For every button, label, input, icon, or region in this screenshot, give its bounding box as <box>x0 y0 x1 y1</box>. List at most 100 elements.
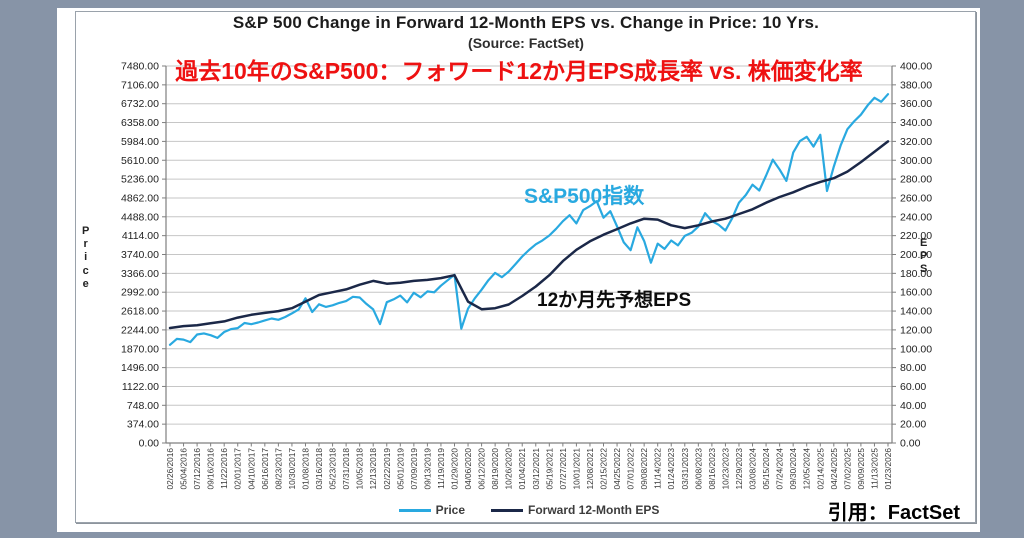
svg-text:120.00: 120.00 <box>900 324 932 336</box>
svg-text:2244.00: 2244.00 <box>121 324 159 336</box>
svg-text:4488.00: 4488.00 <box>121 211 159 223</box>
svg-text:260.00: 260.00 <box>900 192 932 204</box>
svg-text:01/29/2020: 01/29/2020 <box>449 448 459 490</box>
svg-text:220.00: 220.00 <box>900 230 932 242</box>
svg-text:04/24/2025: 04/24/2025 <box>829 448 839 490</box>
svg-text:300.00: 300.00 <box>900 155 932 167</box>
eps-line-swatch <box>491 508 523 512</box>
svg-text:320.00: 320.00 <box>900 136 932 148</box>
price-line-swatch <box>398 508 431 512</box>
svg-text:3740.00: 3740.00 <box>121 249 159 261</box>
svg-text:60.00: 60.00 <box>900 381 926 393</box>
svg-text:02/14/2025: 02/14/2025 <box>815 448 825 490</box>
svg-text:08/19/2020: 08/19/2020 <box>490 448 500 490</box>
svg-text:07/27/2021: 07/27/2021 <box>558 448 568 490</box>
svg-text:09/08/2022: 09/08/2022 <box>639 448 649 490</box>
svg-text:08/23/2017: 08/23/2017 <box>273 448 283 490</box>
svg-text:180.00: 180.00 <box>900 268 932 280</box>
legend-label-forward-eps: Forward 12-Month EPS <box>528 503 660 517</box>
svg-text:07/31/2018: 07/31/2018 <box>341 448 351 490</box>
svg-text:03/08/2024: 03/08/2024 <box>748 448 758 490</box>
svg-text:100.00: 100.00 <box>900 343 932 355</box>
svg-text:01/24/2023: 01/24/2023 <box>666 448 676 490</box>
svg-text:1870.00: 1870.00 <box>121 343 159 355</box>
svg-text:0.00: 0.00 <box>900 438 921 450</box>
svg-text:02/26/2016: 02/26/2016 <box>165 448 175 490</box>
japanese-headline: 過去10年のS&P500：フォワード12か月EPS成長率 vs. 株価変化率 <box>175 58 863 84</box>
svg-text:2618.00: 2618.00 <box>121 306 159 318</box>
svg-text:3366.00: 3366.00 <box>121 268 159 280</box>
svg-text:2992.00: 2992.00 <box>121 287 159 299</box>
svg-text:12/13/2018: 12/13/2018 <box>368 448 378 490</box>
svg-text:200.00: 200.00 <box>900 249 932 261</box>
svg-text:09/30/2024: 09/30/2024 <box>788 448 798 490</box>
svg-text:10/30/2017: 10/30/2017 <box>287 448 297 490</box>
svg-text:01/23/2026: 01/23/2026 <box>883 448 893 490</box>
svg-text:4114.00: 4114.00 <box>122 230 159 242</box>
svg-text:5610.00: 5610.00 <box>121 155 159 167</box>
svg-text:1122.00: 1122.00 <box>122 381 159 393</box>
price-series-annotation: S&P500指数 <box>524 185 645 208</box>
svg-text:12/29/2023: 12/29/2023 <box>734 448 744 490</box>
svg-text:05/01/2019: 05/01/2019 <box>395 448 405 490</box>
svg-text:6732.00: 6732.00 <box>121 98 159 110</box>
svg-text:07/12/2016: 07/12/2016 <box>192 448 202 490</box>
svg-text:05/15/2024: 05/15/2024 <box>761 448 771 490</box>
svg-text:01/04/2021: 01/04/2021 <box>517 448 527 490</box>
svg-text:20.00: 20.00 <box>900 419 926 431</box>
svg-text:0.00: 0.00 <box>139 438 160 450</box>
chart-subtitle: (Source: FactSet) <box>468 35 584 51</box>
svg-text:04/06/2020: 04/06/2020 <box>463 448 473 490</box>
svg-text:09/09/2025: 09/09/2025 <box>856 448 866 490</box>
svg-text:4862.00: 4862.00 <box>121 192 159 204</box>
svg-text:11/22/2016: 11/22/2016 <box>219 448 229 489</box>
svg-text:7106.00: 7106.00 <box>121 79 159 91</box>
svg-text:748.00: 748.00 <box>127 400 159 412</box>
svg-text:08/16/2023: 08/16/2023 <box>707 448 717 490</box>
svg-text:400.00: 400.00 <box>900 61 932 73</box>
svg-text:10/05/2018: 10/05/2018 <box>355 448 365 490</box>
svg-text:5236.00: 5236.00 <box>121 174 159 186</box>
svg-text:10/01/2021: 10/01/2021 <box>571 448 581 490</box>
svg-text:04/25/2022: 04/25/2022 <box>612 448 622 490</box>
svg-text:09/13/2019: 09/13/2019 <box>422 448 432 490</box>
svg-text:05/23/2018: 05/23/2018 <box>328 448 338 490</box>
svg-text:10/26/2020: 10/26/2020 <box>504 448 514 490</box>
svg-text:02/15/2022: 02/15/2022 <box>599 448 609 490</box>
svg-text:7480.00: 7480.00 <box>121 61 159 73</box>
svg-text:07/01/2022: 07/01/2022 <box>626 448 636 490</box>
svg-text:07/24/2024: 07/24/2024 <box>775 448 785 490</box>
svg-text:240.00: 240.00 <box>900 211 932 223</box>
eps-series-annotation: 12か月先予想EPS <box>537 290 692 311</box>
legend-label-price: Price <box>435 503 465 517</box>
svg-text:340.00: 340.00 <box>900 117 932 129</box>
svg-text:05/19/2021: 05/19/2021 <box>544 448 554 490</box>
citation-factset: 引用：FactSet <box>827 502 960 524</box>
svg-text:5984.00: 5984.00 <box>121 136 159 148</box>
svg-text:07/09/2019: 07/09/2019 <box>409 448 419 490</box>
svg-text:374.00: 374.00 <box>127 419 159 431</box>
svg-text:280.00: 280.00 <box>900 174 932 186</box>
svg-text:03/31/2023: 03/31/2023 <box>680 448 690 490</box>
svg-text:06/12/2020: 06/12/2020 <box>477 448 487 490</box>
svg-text:140.00: 140.00 <box>900 306 932 318</box>
svg-text:02/01/2017: 02/01/2017 <box>233 448 243 490</box>
svg-text:11/19/2019: 11/19/2019 <box>436 448 446 489</box>
svg-text:07/02/2025: 07/02/2025 <box>842 448 852 490</box>
chart-legend: Price Forward 12-Month EPS <box>166 503 892 517</box>
svg-text:360.00: 360.00 <box>900 98 932 110</box>
svg-text:05/04/2016: 05/04/2016 <box>179 448 189 490</box>
svg-text:40.00: 40.00 <box>900 400 926 412</box>
svg-text:1496.00: 1496.00 <box>121 362 159 374</box>
svg-text:02/22/2019: 02/22/2019 <box>382 448 392 490</box>
svg-text:06/08/2023: 06/08/2023 <box>693 448 703 490</box>
svg-text:160.00: 160.00 <box>900 287 932 299</box>
svg-text:10/23/2023: 10/23/2023 <box>720 448 730 490</box>
legend-item-forward-eps: Forward 12-Month EPS <box>491 503 659 517</box>
svg-text:380.00: 380.00 <box>900 79 932 91</box>
svg-text:06/16/2017: 06/16/2017 <box>260 448 270 490</box>
